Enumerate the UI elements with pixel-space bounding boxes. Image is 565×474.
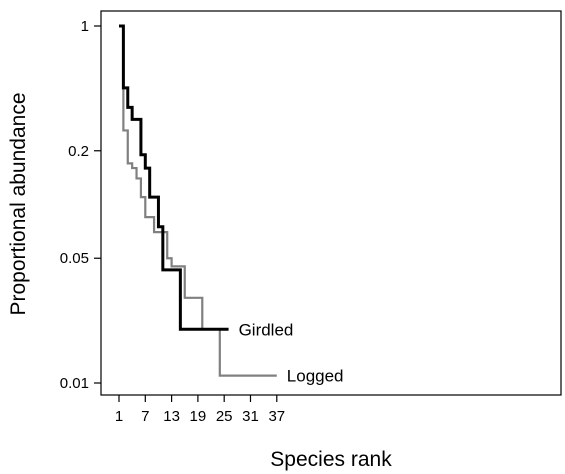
x-tick-label: 37 — [268, 408, 285, 425]
series-labels: Logged Girdled — [239, 320, 344, 385]
x-tick-label: 7 — [141, 408, 149, 425]
y-axis-title: Proportional abundance — [7, 92, 30, 315]
series-label-girdled: Girdled — [239, 320, 294, 339]
plot-frame — [100, 10, 562, 396]
x-axis: 1 7 13 19 25 31 37 — [115, 395, 285, 425]
y-tick-label: 0.01 — [60, 375, 89, 392]
x-tick-label: 25 — [216, 408, 233, 425]
series-line-logged — [119, 24, 277, 377]
x-tick-label: 1 — [115, 408, 123, 425]
x-tick-label: 19 — [190, 408, 207, 425]
series-line-girdled — [119, 24, 229, 331]
x-axis-title: Species rank — [270, 448, 392, 471]
series-layer — [119, 24, 277, 377]
series-label-logged: Logged — [287, 367, 344, 386]
x-tick-label: 13 — [163, 408, 180, 425]
y-tick-label: 1 — [81, 18, 89, 35]
y-tick-label: 0.05 — [60, 250, 89, 267]
y-axis: 1 0.2 0.05 0.01 — [60, 18, 101, 392]
x-tick-label: 31 — [242, 408, 259, 425]
y-tick-label: 0.2 — [68, 143, 89, 160]
